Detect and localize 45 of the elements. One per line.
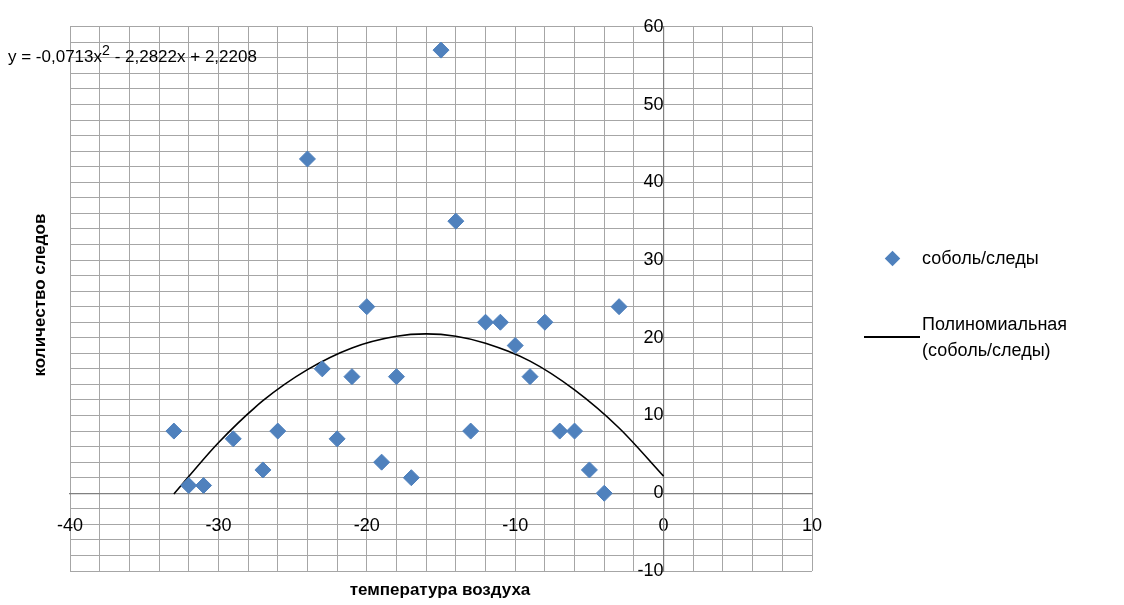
point bbox=[580, 461, 598, 479]
x-tick-label: -40 bbox=[56, 515, 84, 536]
point bbox=[224, 430, 242, 448]
annotation: y = -0,0713x$^{2}$ - 2,2822x + 2,2208 bbox=[8, 42, 257, 67]
point bbox=[477, 313, 495, 331]
point bbox=[387, 368, 405, 386]
point bbox=[343, 368, 361, 386]
point bbox=[506, 337, 524, 355]
point bbox=[358, 298, 376, 316]
point bbox=[610, 298, 628, 316]
point bbox=[432, 41, 450, 59]
y-tick-label: 40 bbox=[643, 171, 664, 192]
x-tick-label: 10 bbox=[801, 515, 823, 536]
y-axis-title: количество следов bbox=[30, 213, 50, 377]
point bbox=[595, 484, 613, 502]
y-tick-label: 10 bbox=[643, 404, 664, 425]
point bbox=[328, 430, 346, 448]
y-tick-label: 50 bbox=[643, 93, 664, 114]
point bbox=[551, 422, 569, 440]
x-tick-label: -20 bbox=[353, 515, 380, 536]
y-tick-label: 20 bbox=[643, 326, 664, 347]
point bbox=[536, 313, 554, 331]
y-tick-label: 30 bbox=[643, 249, 664, 269]
point bbox=[521, 368, 539, 386]
point bbox=[269, 422, 287, 440]
legend-label: Полиномиальная (соболь/следы) bbox=[922, 313, 1069, 362]
y-tick-label: 60 bbox=[643, 15, 664, 36]
point bbox=[491, 313, 509, 331]
x-tick-label: -30 bbox=[205, 515, 232, 536]
point bbox=[462, 422, 480, 440]
x-axis-title: температура воздуха bbox=[348, 580, 532, 600]
y-tick-label: -10 bbox=[637, 559, 664, 580]
point bbox=[373, 453, 391, 471]
point bbox=[180, 476, 198, 494]
y-tick-label: 0 bbox=[653, 482, 664, 503]
x-tick-label: -10 bbox=[502, 515, 529, 536]
point bbox=[298, 150, 316, 168]
point bbox=[313, 360, 331, 378]
point bbox=[165, 422, 183, 440]
point bbox=[195, 476, 213, 494]
legend-label: соболь/следы bbox=[922, 247, 1040, 270]
point bbox=[254, 461, 272, 479]
point bbox=[447, 212, 465, 230]
point bbox=[566, 422, 584, 440]
point bbox=[402, 469, 420, 487]
